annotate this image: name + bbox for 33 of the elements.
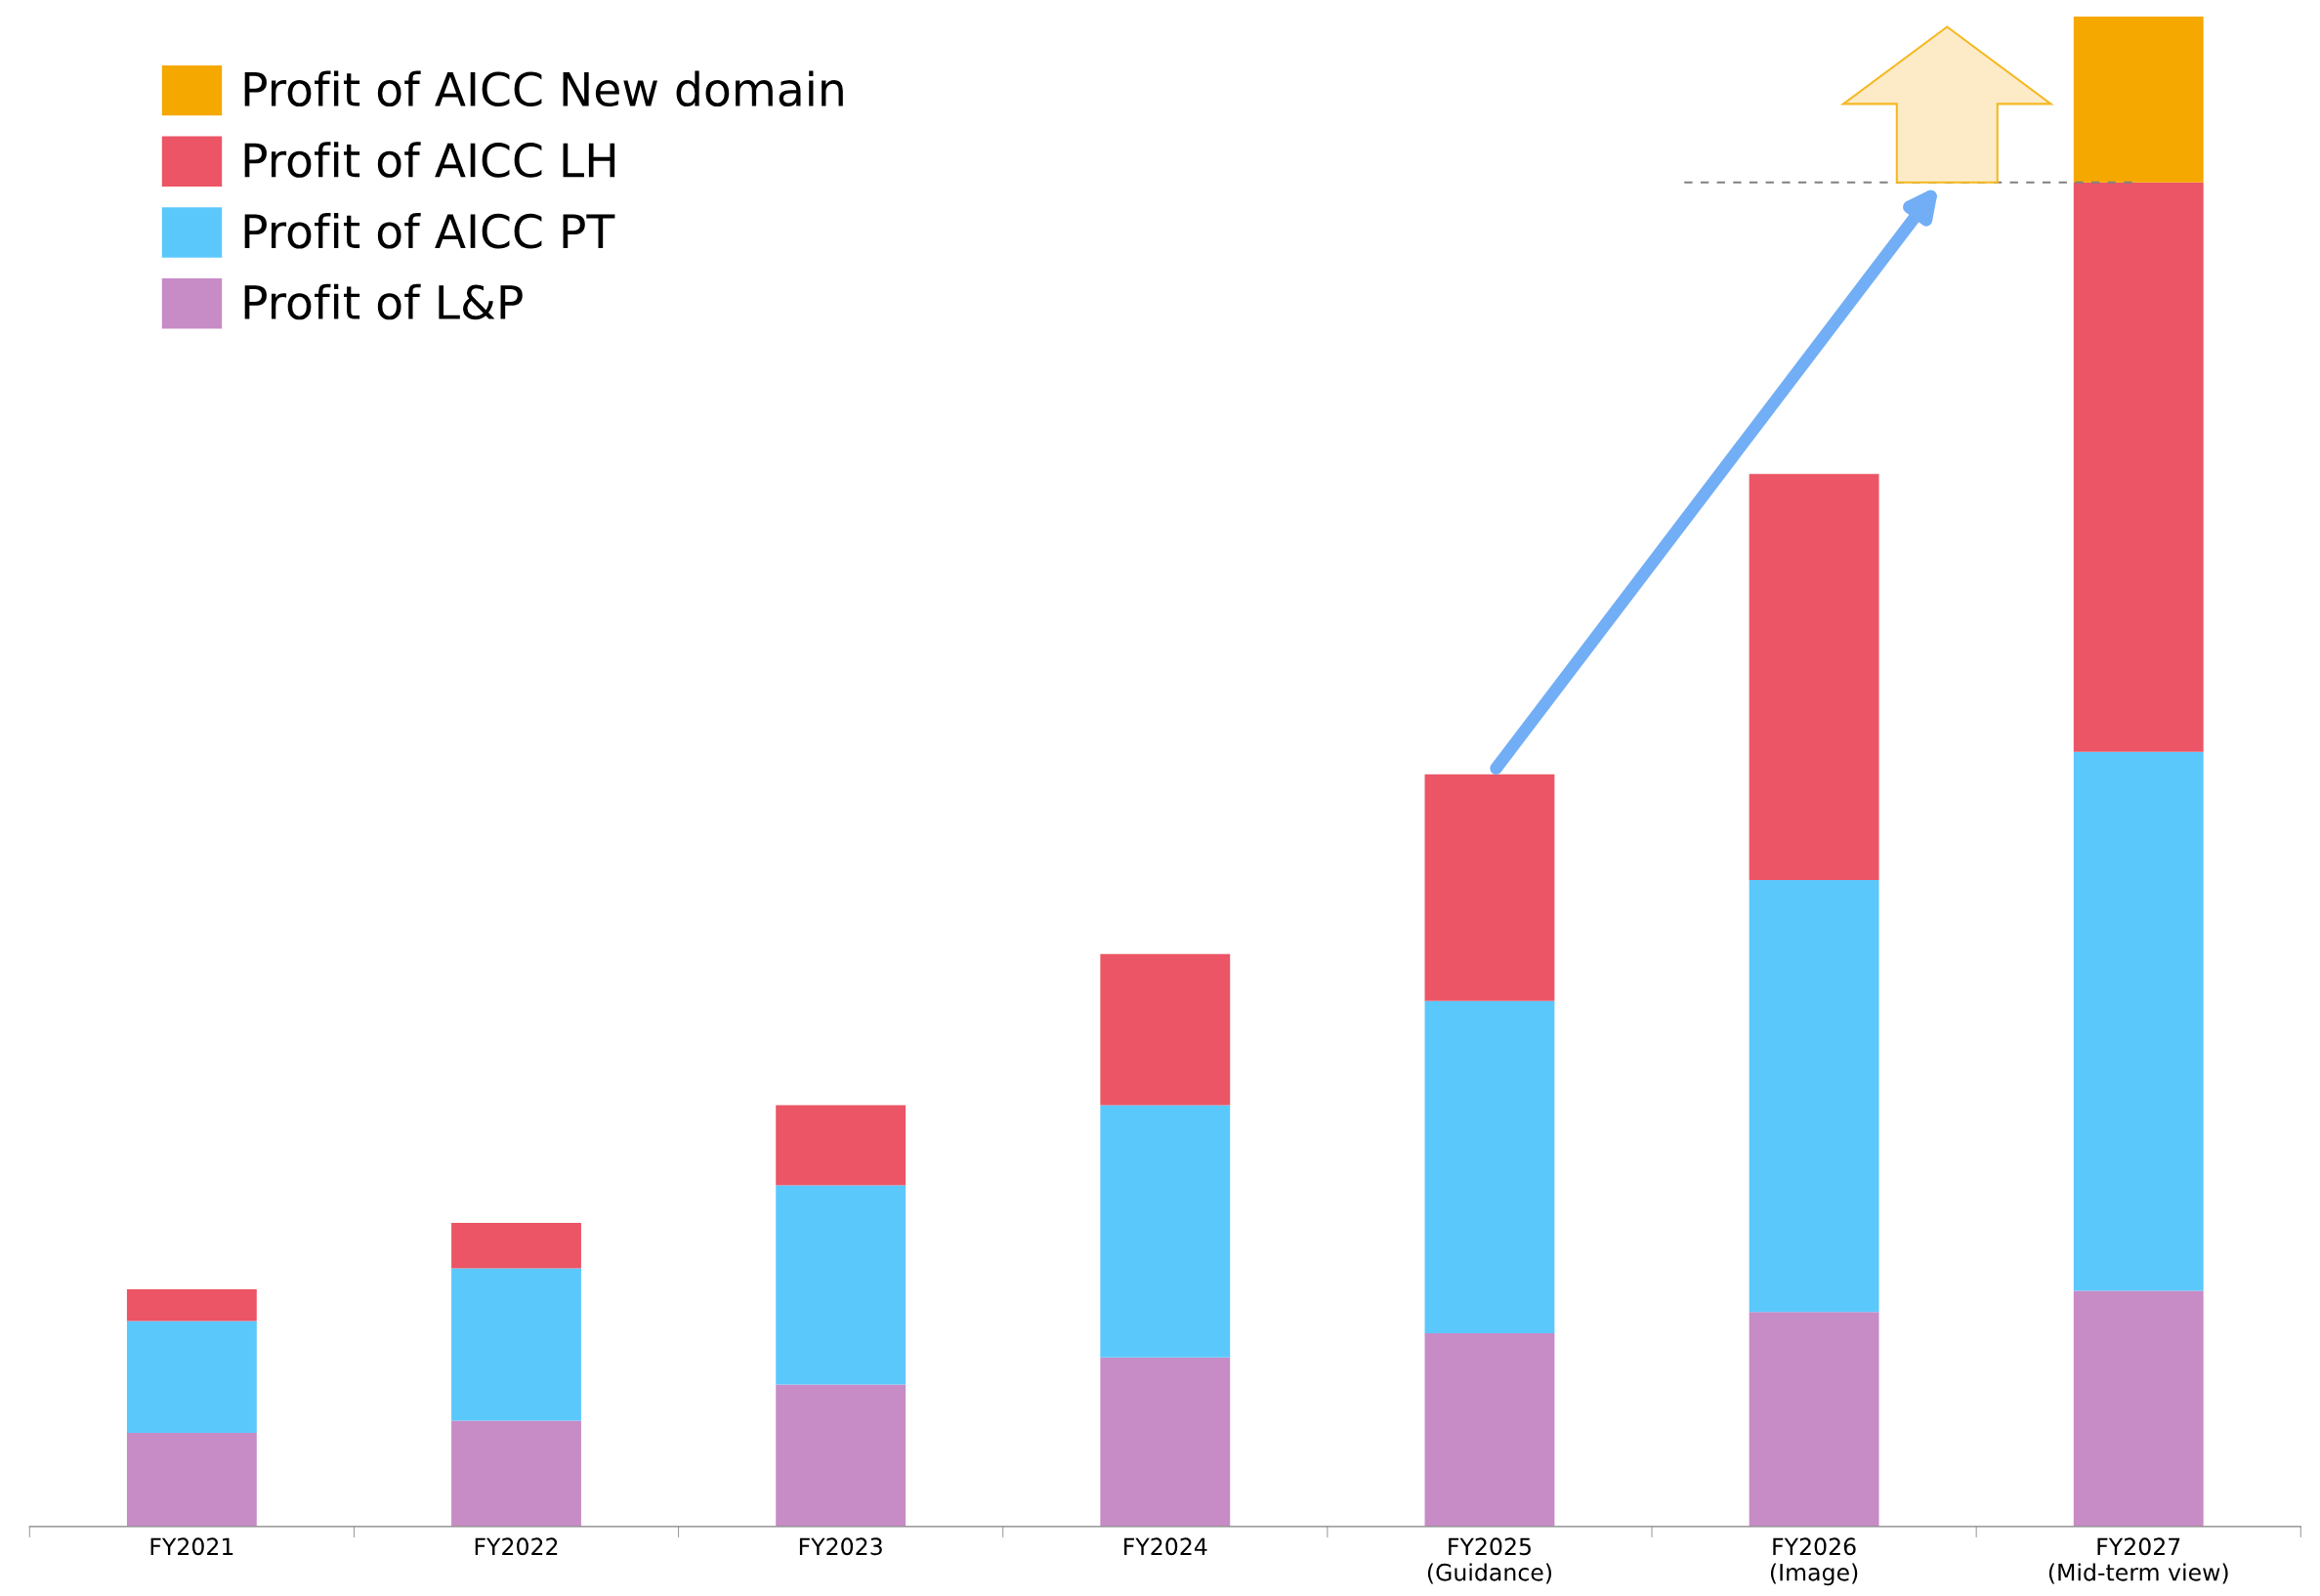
bar	[451, 1223, 581, 1269]
bar	[2073, 16, 2204, 183]
bar	[1749, 1312, 1879, 1527]
x-tick-label: FY2027 (Mid-term view)	[2048, 1537, 2228, 1584]
legend-label: Profit of L&P	[244, 283, 523, 320]
bar	[1424, 774, 1555, 1001]
bar	[776, 1185, 907, 1385]
bar	[776, 1384, 907, 1527]
bar	[2073, 182, 2204, 752]
bar	[1100, 953, 1231, 1106]
legend-label: Profit of AICC PT	[244, 213, 615, 249]
bar	[2073, 1290, 2204, 1527]
bar	[451, 1268, 581, 1421]
bar	[126, 1289, 257, 1322]
bar	[126, 1432, 257, 1527]
x-tick-label: FY2026 (Image)	[1770, 1537, 1858, 1586]
bar	[776, 1105, 907, 1186]
x-tick-label: FY2022	[475, 1537, 558, 1556]
bar	[1100, 1105, 1231, 1358]
bar	[1424, 1000, 1555, 1333]
x-tick-label: FY2024	[1124, 1537, 1207, 1556]
bar	[1100, 1357, 1231, 1527]
x-tick-label: FY2021	[150, 1537, 233, 1556]
x-tick-label: FY2025 (Guidance)	[1427, 1537, 1551, 1584]
legend-label: Profit of AICC LH	[244, 142, 615, 178]
bar	[1749, 474, 1879, 881]
bar	[126, 1321, 257, 1433]
bar	[1424, 1332, 1555, 1527]
x-tick-label: FY2023	[799, 1537, 882, 1556]
legend-label: Profit of AICC New domain	[244, 70, 843, 107]
bar	[451, 1420, 581, 1527]
bar	[2073, 751, 2204, 1291]
bar	[1749, 880, 1879, 1313]
